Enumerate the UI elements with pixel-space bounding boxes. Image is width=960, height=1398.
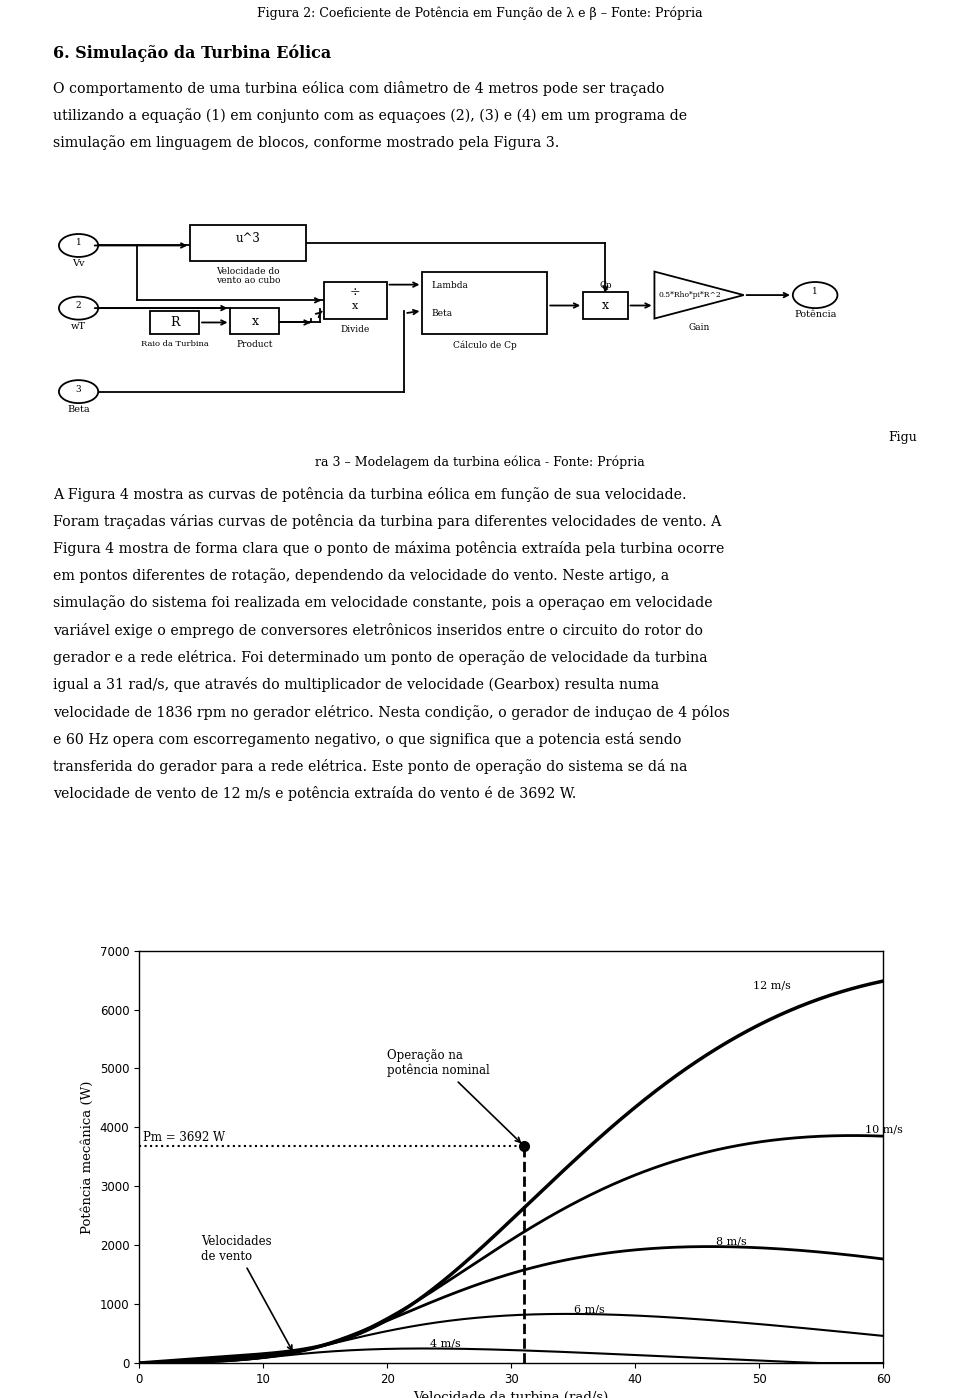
- Circle shape: [59, 233, 98, 257]
- Text: Figura 2: Coeficiente de Potência em Função de λ e β – Fonte: Própria: Figura 2: Coeficiente de Potência em Fun…: [257, 6, 703, 20]
- Text: variável exige o emprego de conversores eletrônicos inseridos entre o circuito d: variável exige o emprego de conversores …: [53, 622, 703, 637]
- Circle shape: [59, 380, 98, 403]
- Bar: [230, 308, 279, 334]
- Bar: [190, 225, 306, 261]
- Text: 8 m/s: 8 m/s: [716, 1236, 747, 1246]
- Text: Raio da Turbina: Raio da Turbina: [141, 341, 208, 348]
- Text: 0.5*Rho*pi*R^2: 0.5*Rho*pi*R^2: [659, 291, 722, 299]
- Text: Foram traçadas várias curvas de potência da turbina para diferentes velocidades : Foram traçadas várias curvas de potência…: [53, 513, 721, 528]
- Bar: [324, 282, 387, 319]
- Text: Operação na
potência nominal: Operação na potência nominal: [387, 1048, 520, 1142]
- Circle shape: [59, 296, 98, 320]
- Text: 2: 2: [76, 301, 82, 310]
- Text: 10 m/s: 10 m/s: [865, 1124, 902, 1135]
- Text: utilizando a equação (1) em conjunto com as equaçoes (2), (3) e (4) em um progra: utilizando a equação (1) em conjunto com…: [53, 109, 687, 123]
- Text: Pm = 3692 W: Pm = 3692 W: [143, 1131, 225, 1144]
- Text: Cálculo de Cp: Cálculo de Cp: [453, 341, 516, 350]
- Text: igual a 31 rad/s, que através do multiplicador de velocidade (Gearbox) resulta n: igual a 31 rad/s, que através do multipl…: [53, 677, 659, 692]
- Text: u^3: u^3: [236, 232, 261, 245]
- Text: R: R: [170, 316, 180, 329]
- Circle shape: [793, 282, 837, 308]
- Text: velocidade de 1836 rpm no gerador elétrico. Nesta condição, o gerador de induçao: velocidade de 1836 rpm no gerador elétri…: [53, 705, 730, 720]
- Text: 3: 3: [76, 384, 82, 393]
- Text: Beta: Beta: [431, 309, 452, 319]
- Text: Divide: Divide: [341, 324, 370, 334]
- Text: ra 3 – Modelagem da turbina eólica - Fonte: Própria: ra 3 – Modelagem da turbina eólica - Fon…: [315, 456, 645, 470]
- Text: 6. Simulação da Turbina Eólica: 6. Simulação da Turbina Eólica: [53, 45, 331, 63]
- Text: e 60 Hz opera com escorregamento negativo, o que significa que a potencia está s: e 60 Hz opera com escorregamento negativ…: [53, 731, 682, 747]
- Text: Product: Product: [237, 341, 274, 350]
- Bar: [150, 310, 199, 334]
- Text: gerador e a rede elétrica. Foi determinado um ponto de operação de velocidade da: gerador e a rede elétrica. Foi determina…: [53, 650, 708, 665]
- Bar: [583, 292, 628, 319]
- Text: A Figura 4 mostra as curvas de potência da turbina eólica em função de sua veloc: A Figura 4 mostra as curvas de potência …: [53, 487, 686, 502]
- Text: velocidade de vento de 12 m/s e potência extraída do vento é de 3692 W.: velocidade de vento de 12 m/s e potência…: [53, 786, 576, 801]
- Text: transferida do gerador para a rede elétrica. Este ponto de operação do sistema s: transferida do gerador para a rede elétr…: [53, 759, 687, 774]
- Text: Potência: Potência: [794, 310, 836, 319]
- Text: O comportamento de uma turbina eólica com diâmetro de 4 metros pode ser traçado: O comportamento de uma turbina eólica co…: [53, 81, 664, 96]
- Text: 1: 1: [812, 288, 818, 296]
- Text: x: x: [602, 299, 609, 312]
- Text: simulação do sistema foi realizada em velocidade constante, pois a operaçao em v: simulação do sistema foi realizada em ve…: [53, 596, 712, 611]
- Text: vento ao cubo: vento ao cubo: [216, 275, 280, 285]
- Text: Vv: Vv: [72, 259, 84, 268]
- Text: Figu: Figu: [888, 431, 917, 443]
- Text: Figura 4 mostra de forma clara que o ponto de máxima potência extraída pela turb: Figura 4 mostra de forma clara que o pon…: [53, 541, 724, 556]
- Text: Velocidades
de vento: Velocidades de vento: [202, 1234, 292, 1350]
- Text: simulação em linguagem de blocos, conforme mostrado pela Figura 3.: simulação em linguagem de blocos, confor…: [53, 136, 559, 151]
- Text: 1: 1: [76, 239, 82, 247]
- Text: Lambda: Lambda: [431, 281, 468, 289]
- Text: 4 m/s: 4 m/s: [430, 1339, 461, 1349]
- Y-axis label: Potência mecânica (W): Potência mecânica (W): [82, 1081, 94, 1233]
- Text: Cp: Cp: [599, 281, 612, 289]
- Text: em pontos diferentes de rotação, dependendo da velocidade do vento. Neste artigo: em pontos diferentes de rotação, depende…: [53, 568, 669, 583]
- Text: Gain: Gain: [688, 323, 709, 331]
- Bar: [422, 271, 547, 334]
- Text: ÷: ÷: [350, 287, 361, 299]
- Text: x: x: [252, 315, 258, 327]
- Text: Beta: Beta: [67, 405, 90, 414]
- Text: x: x: [352, 301, 358, 310]
- Text: 6 m/s: 6 m/s: [574, 1304, 605, 1314]
- Text: wT: wT: [71, 322, 86, 331]
- X-axis label: Velocidade da turbina (rad/s): Velocidade da turbina (rad/s): [414, 1391, 609, 1398]
- Text: Velocidade do: Velocidade do: [216, 267, 280, 277]
- Text: 12 m/s: 12 m/s: [753, 981, 791, 991]
